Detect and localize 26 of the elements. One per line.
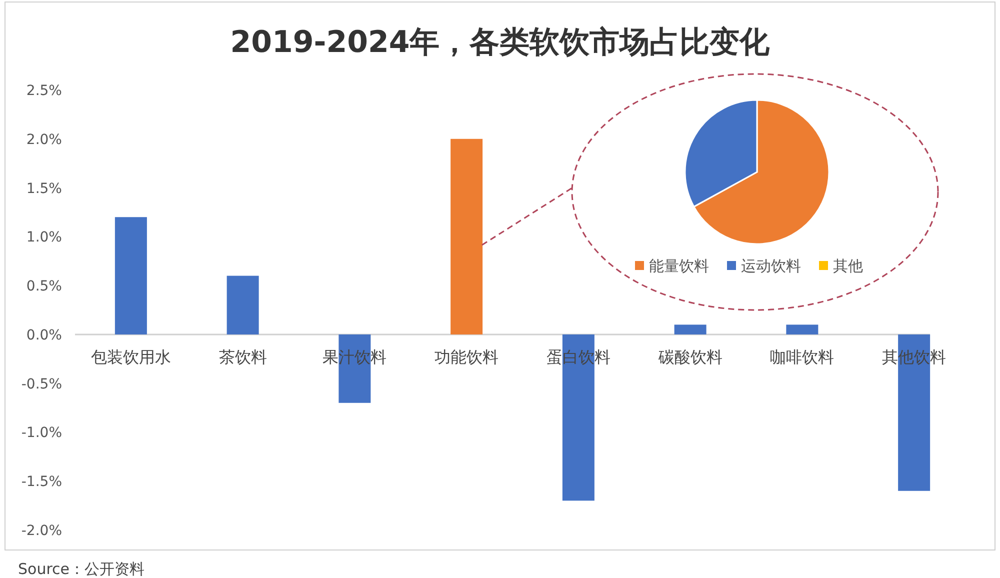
y-tick-label: -2.0% xyxy=(21,523,62,539)
x-tick-label: 碳酸饮料 xyxy=(657,347,722,366)
x-tick-label: 茶饮料 xyxy=(218,347,267,366)
bar xyxy=(226,276,259,334)
y-tick-label: 2.5% xyxy=(26,83,62,99)
x-tick-label: 包装饮用水 xyxy=(90,347,171,366)
y-tick-label: 1.0% xyxy=(26,230,62,246)
bar xyxy=(674,324,706,334)
bar xyxy=(562,334,594,501)
y-tick-label: 0.0% xyxy=(26,327,62,344)
chart-title: 2019-2024年，各类软饮市场占比变化 xyxy=(230,25,771,60)
legend-label: 其他 xyxy=(833,257,863,275)
y-tick-label: -0.5% xyxy=(21,376,62,392)
x-tick-label: 功能饮料 xyxy=(434,347,499,366)
source-note: Source：公开资料 xyxy=(18,560,145,578)
x-tick-label: 咖啡饮料 xyxy=(770,347,834,366)
bar xyxy=(786,324,818,334)
y-tick-label: 1.5% xyxy=(26,180,62,197)
y-tick-label: -1.5% xyxy=(21,474,62,490)
bar xyxy=(114,217,147,334)
y-tick-label: 2.0% xyxy=(26,132,62,148)
legend-label: 能量饮料 xyxy=(649,257,709,275)
y-tick-label: 0.5% xyxy=(26,278,62,295)
y-tick-label: -1.0% xyxy=(21,425,62,442)
legend-label: 运动饮料 xyxy=(741,257,801,275)
bar xyxy=(450,138,483,334)
